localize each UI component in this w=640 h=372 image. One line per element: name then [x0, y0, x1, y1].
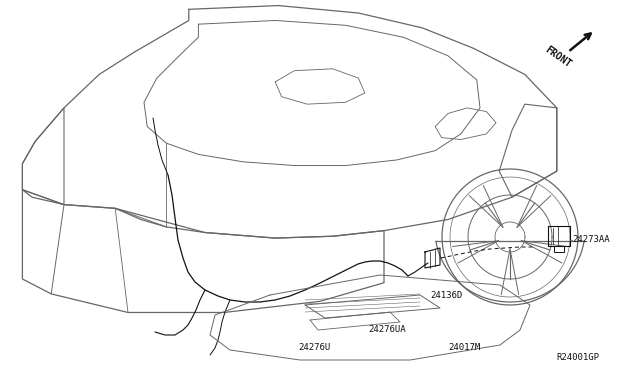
Text: 24276U: 24276U [298, 343, 330, 352]
Text: 24273AA: 24273AA [572, 235, 610, 244]
Text: R24001GP: R24001GP [556, 353, 599, 362]
Text: 24276UA: 24276UA [368, 326, 406, 334]
Text: 24017M: 24017M [448, 343, 480, 352]
Text: 24136D: 24136D [430, 291, 462, 299]
Text: FRONT: FRONT [543, 45, 573, 70]
